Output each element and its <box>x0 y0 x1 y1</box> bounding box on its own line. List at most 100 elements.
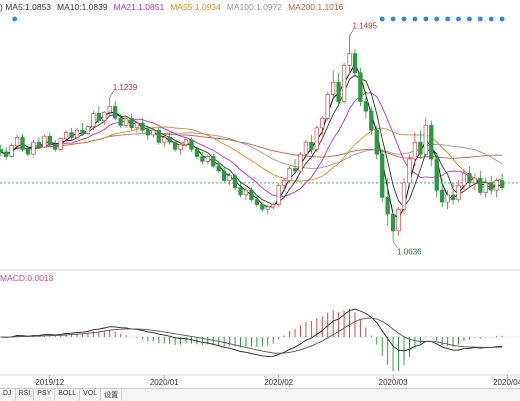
ma-legend-item: MA21:1.0851 <box>113 2 165 12</box>
annotation-leader <box>109 90 114 98</box>
x-tick-label: 2020/03 <box>379 378 408 387</box>
candle-body <box>407 158 412 184</box>
candle-body <box>314 127 319 150</box>
signal-dot <box>445 16 451 22</box>
signal-dot <box>412 16 418 22</box>
candle-body <box>401 182 407 210</box>
candle-body <box>107 105 112 113</box>
candle-body <box>325 93 330 119</box>
candle-body <box>478 177 483 193</box>
candle-body <box>58 138 63 150</box>
indicator-tab[interactable]: RSI <box>16 389 35 401</box>
candle-body <box>363 101 369 112</box>
indicator-tab[interactable]: PSY <box>34 389 56 401</box>
candle-body <box>232 175 238 189</box>
indicator-tab-bar: DJ RSI PSY BOLL VOL 设置 <box>0 388 520 401</box>
candle-body <box>336 81 341 102</box>
annotation-leader <box>349 29 354 36</box>
candle-body <box>74 129 80 138</box>
indicator-tab[interactable]: BOLL <box>55 389 81 401</box>
candle-body <box>9 145 14 157</box>
candle-body <box>31 141 36 155</box>
candle-body <box>472 177 478 184</box>
candle-body <box>352 53 358 74</box>
signal-dot <box>390 16 396 22</box>
candle-body <box>118 117 123 126</box>
signal-dot <box>456 16 461 22</box>
candle-body <box>129 117 134 129</box>
candle-body <box>499 180 505 189</box>
candle-body <box>42 135 47 148</box>
candle-body <box>456 184 461 201</box>
candle-body <box>200 156 205 162</box>
candle-body <box>461 172 467 186</box>
candle-body <box>123 117 129 126</box>
candle-body <box>483 182 488 193</box>
candle-body <box>53 144 58 150</box>
candle-body <box>298 153 303 172</box>
candle-body <box>162 137 167 143</box>
ma-legend-item: MA55:1.0934 <box>170 2 221 12</box>
indicator-tab[interactable]: DJ <box>0 389 16 401</box>
candle-body <box>151 129 156 136</box>
candle-body <box>36 141 42 148</box>
candle-body <box>434 158 439 191</box>
x-tick-label: 2020/01 <box>150 378 179 387</box>
ma55-line <box>0 126 503 184</box>
high-label: 1.1239 <box>113 83 138 92</box>
candle-body <box>412 141 418 160</box>
signal-dot <box>488 16 494 22</box>
candle-body <box>450 194 456 201</box>
signal-dot <box>423 16 429 22</box>
candle-body <box>189 139 194 150</box>
ma-legend-item: MA10:1.0839 <box>57 2 108 12</box>
candle-body <box>134 122 140 129</box>
candle-body <box>140 122 145 131</box>
candle-body <box>249 189 254 201</box>
candle-body <box>145 129 151 136</box>
candle-body <box>227 175 232 181</box>
candle-body <box>320 117 325 129</box>
candle-body <box>390 213 396 232</box>
signal-dot <box>499 16 505 22</box>
candle-body <box>167 137 172 143</box>
candle-body <box>80 129 85 135</box>
macd-dea-line <box>0 317 503 354</box>
candle-body <box>96 113 101 121</box>
candle-body <box>216 165 221 172</box>
candle-body <box>211 156 216 167</box>
candle-body <box>25 149 31 155</box>
candle-body <box>222 170 227 181</box>
candle-body <box>265 206 270 210</box>
candle-body <box>331 81 336 95</box>
x-tick-label: 2020/02 <box>264 378 293 387</box>
candle-body <box>156 129 161 143</box>
candle-body <box>347 53 352 66</box>
candle-body <box>14 137 20 147</box>
signal-dot <box>467 16 472 22</box>
candle-body <box>260 204 265 210</box>
candle-body <box>396 208 401 232</box>
candle-body <box>369 110 374 131</box>
indicator-tab[interactable]: VOL <box>80 389 102 401</box>
candle-body <box>47 135 52 145</box>
candle-body <box>445 194 450 203</box>
signal-dot <box>401 16 407 22</box>
candle-body <box>194 149 200 157</box>
candle-body <box>238 187 243 196</box>
candle-body <box>418 141 423 155</box>
chart-canvas[interactable]: 1.1239 1.1495 1.0636 2019/12 2020/01 2020/02 2… <box>0 0 520 388</box>
candle-body <box>63 132 69 139</box>
indicator-tab[interactable]: 设置 <box>101 389 123 401</box>
candle-body <box>254 199 260 205</box>
candle-body <box>85 126 91 135</box>
x-tick-label: 2020/04 <box>493 378 520 387</box>
candle-body <box>489 182 494 191</box>
candle-body <box>20 137 25 150</box>
candle-body <box>205 156 210 162</box>
candle-body <box>440 189 445 203</box>
candle-body <box>113 105 118 119</box>
candle-body <box>309 141 314 150</box>
candle-body <box>358 72 363 102</box>
